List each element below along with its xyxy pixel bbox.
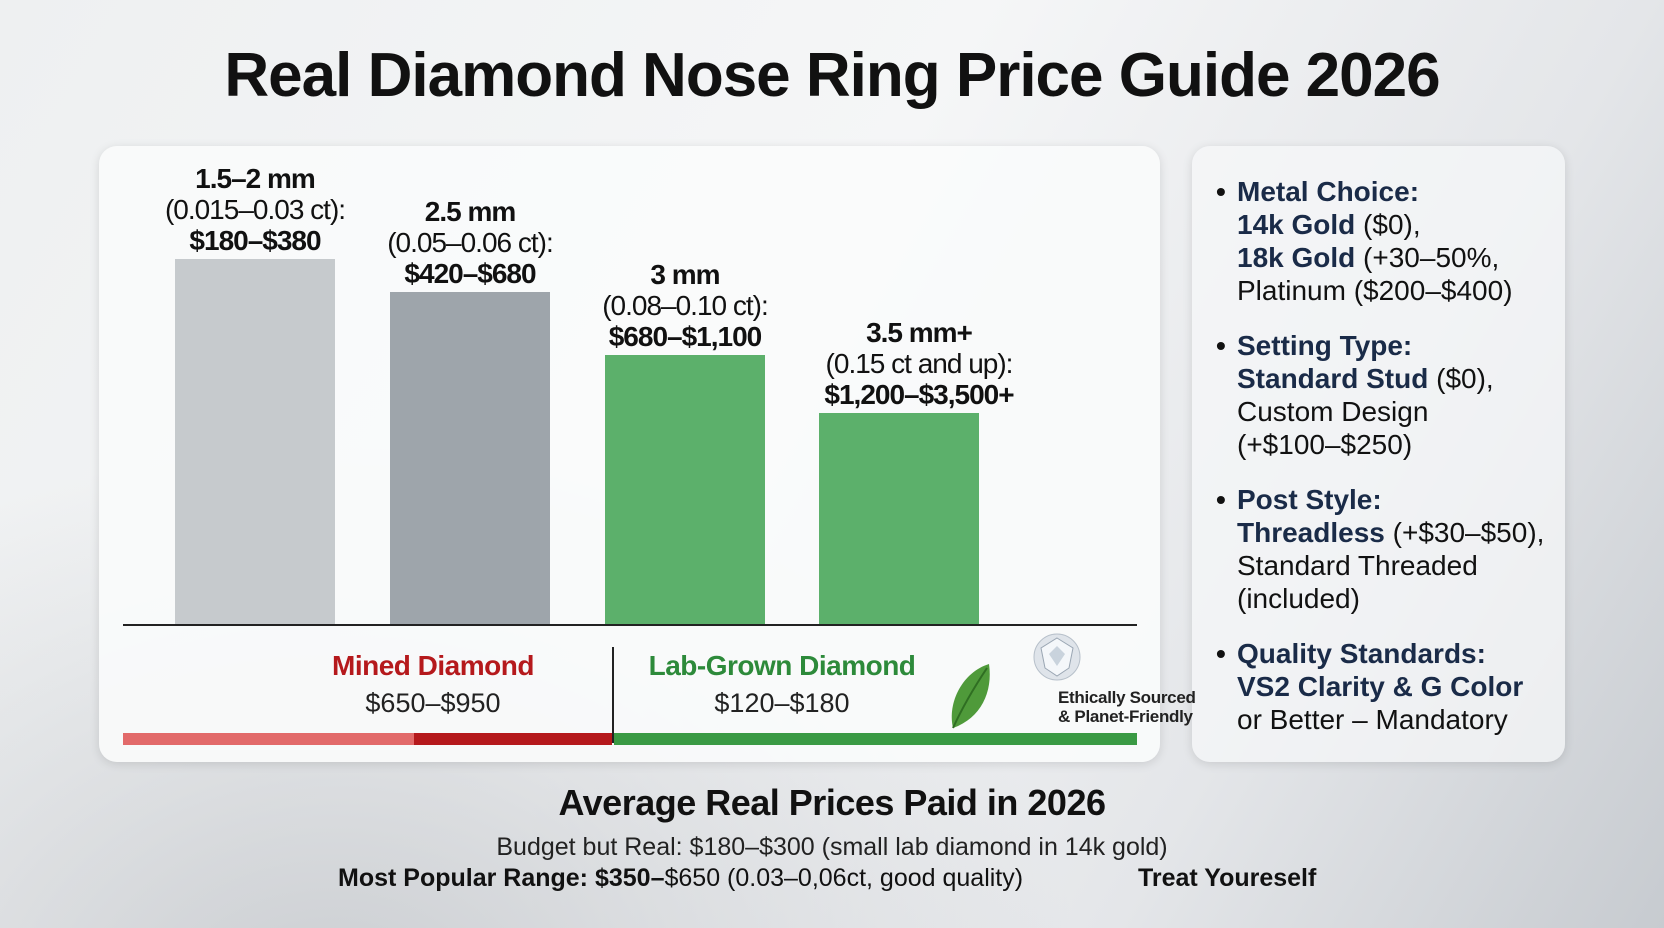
option-highlight: Standard Stud — [1237, 363, 1429, 394]
bottom-heading: Average Real Prices Paid in 2026 — [558, 782, 1107, 823]
option-detail: or Better – Mandatory — [1237, 704, 1508, 735]
bar-price-label: $180–$380 — [189, 225, 321, 256]
lab-price: $120–$180 — [714, 688, 850, 718]
bar-label-0: 1.5–2 mm (0.015–0.03 ct): $180–$380 — [135, 163, 375, 256]
option-detail: Custom Design — [1237, 396, 1429, 427]
eco-badge-text: Ethically Sourced & Planet-Friendly — [1058, 688, 1196, 726]
option-line: Custom Design — [1237, 395, 1566, 428]
option-section: • Post Style: Threadless (+$30–$50), Standa… — [1216, 483, 1566, 615]
popular-detail: $650 (0.03–0,06ct, good quality) — [664, 864, 1024, 892]
lab-bar — [614, 733, 1137, 745]
popular-label: Most Popular Range: $350– — [338, 864, 665, 892]
option-detail: (+30–50%, — [1355, 242, 1500, 273]
bar-price-label: $420–$680 — [404, 258, 536, 289]
option-detail: Platinum ($200–$400) — [1237, 275, 1513, 306]
option-line: Standard Threaded (included) — [1237, 549, 1566, 615]
mined-label: Mined Diamond — [332, 650, 534, 681]
option-highlight: VS2 Clarity & G Color — [1237, 671, 1524, 702]
mined-bar-light — [123, 733, 414, 745]
treat-label: Treat Youreself — [1138, 864, 1317, 892]
bar-sub-label: (0.08–0.10 ct): — [602, 290, 769, 321]
options-panel — [1192, 146, 1565, 762]
bar-sub-label: (0.05–0.06 ct): — [387, 227, 554, 258]
bar-size-label: 2.5 mm — [424, 196, 517, 227]
option-heading: Quality Standards: — [1237, 638, 1486, 669]
option-line: Platinum ($200–$400) — [1237, 274, 1566, 307]
option-highlight: 14k Gold — [1237, 209, 1356, 240]
option-detail: ($0), — [1355, 209, 1421, 240]
lab-label: Lab-Grown Diamond — [648, 650, 916, 681]
bullet-icon: • — [1216, 484, 1226, 515]
bullet-icon: • — [1216, 638, 1226, 669]
mined-diamond-category: Mined Diamond $650–$950 — [332, 650, 534, 719]
lab-diamond-category: Lab-Grown Diamond $120–$180 — [649, 650, 916, 719]
options-list: • Metal Choice: 14k Gold ($0), 18k Gold (+3… — [1216, 175, 1566, 758]
bar-price-label: $680–$1,100 — [608, 321, 763, 352]
option-line: Standard Stud ($0), — [1237, 362, 1566, 395]
mined-price: $650–$950 — [365, 688, 501, 718]
option-line: or Better – Mandatory — [1237, 703, 1566, 736]
option-line: (+$100–$250) — [1237, 428, 1566, 461]
bar-sub-label: (0.015–0.03 ct): — [164, 194, 346, 225]
option-section: • Quality Standards: VS2 Clarity & G Color… — [1216, 637, 1566, 736]
option-detail: (+$100–$250) — [1237, 429, 1413, 460]
option-detail: Standard Threaded (included) — [1237, 550, 1478, 614]
leaf-icon — [951, 664, 990, 729]
bar-size-label: 1.5–2 mm — [195, 163, 316, 194]
category-divider — [612, 647, 614, 743]
option-heading: Metal Choice: — [1237, 176, 1420, 207]
option-heading: Setting Type: — [1237, 330, 1413, 361]
mined-bar-dark — [414, 733, 612, 745]
bullet-icon: • — [1216, 176, 1226, 207]
bar-label-3: 3.5 mm+ (0.15 ct and up): $1,200–$3,500+ — [799, 317, 1039, 410]
option-line: Threadless (+$30–$50), — [1237, 516, 1566, 549]
option-detail: ($0), — [1428, 363, 1494, 394]
bar-3 — [819, 413, 979, 624]
option-highlight: Threadless — [1237, 517, 1385, 548]
diamond-icon — [1033, 633, 1081, 681]
option-line: VS2 Clarity & G Color — [1237, 670, 1566, 703]
bar-1 — [390, 292, 550, 624]
eco-line-2: & Planet-Friendly — [1058, 707, 1193, 726]
page-title: Real Diamond Nose Ring Price Guide 2026 — [224, 41, 1440, 110]
option-highlight: 18k Gold — [1237, 242, 1356, 273]
option-heading: Post Style: — [1237, 484, 1382, 515]
bar-0 — [175, 259, 335, 624]
bar-2 — [605, 355, 765, 624]
popular-line: Most Popular Range: $350–$650 (0.03–0,06… — [338, 864, 1023, 893]
option-section: • Metal Choice: 14k Gold ($0), 18k Gold (+3… — [1216, 175, 1566, 307]
bullet-icon: • — [1216, 330, 1226, 361]
bar-price-label: $1,200–$3,500+ — [824, 379, 1014, 410]
bar-sub-label: (0.15 ct and up): — [825, 348, 1014, 379]
bar-size-label: 3.5 mm+ — [866, 317, 973, 348]
bar-label-1: 2.5 mm (0.05–0.06 ct): $420–$680 — [350, 196, 590, 289]
bar-label-2: 3 mm (0.08–0.10 ct): $680–$1,100 — [565, 259, 805, 352]
x-axis-line — [123, 624, 1137, 626]
bar-size-label: 3 mm — [650, 259, 720, 290]
option-line: 18k Gold (+30–50%, — [1237, 241, 1566, 274]
eco-line-1: Ethically Sourced — [1058, 688, 1196, 707]
option-line: 14k Gold ($0), — [1237, 208, 1566, 241]
budget-line: Budget but Real: $180–$300 (small lab di… — [496, 833, 1168, 861]
option-section: • Setting Type: Standard Stud ($0), Custom … — [1216, 329, 1566, 461]
option-detail: (+$30–$50), — [1384, 517, 1545, 548]
